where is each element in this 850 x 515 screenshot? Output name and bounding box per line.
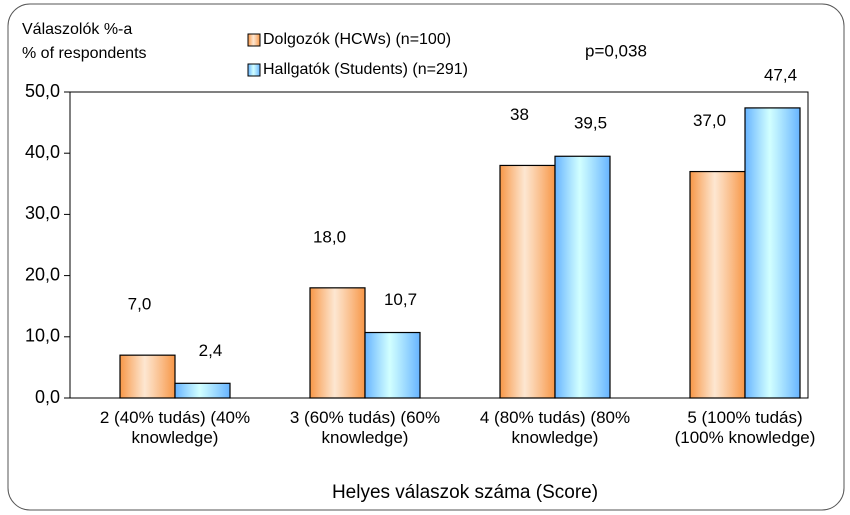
- y-axis-title: Válaszolók %-a % of respondents: [22, 21, 147, 62]
- annotation: p=0,038: [585, 41, 647, 60]
- bar: [554, 155, 611, 399]
- y-tick-label: 50,0: [25, 81, 60, 101]
- x-tick-label: 3 (60% tudás) (60% knowledge): [289, 408, 441, 447]
- legend-swatch: [247, 63, 261, 77]
- chart-frame: [7, 3, 845, 511]
- bar: [309, 287, 366, 399]
- x-tick-label: 2 (40% tudás) (40% knowledge): [99, 408, 251, 447]
- value-label: 37,0: [693, 111, 726, 130]
- x-tick-label: 5 (100% tudás) (100% knowledge): [674, 408, 816, 447]
- bar: [689, 170, 746, 399]
- bar: [364, 331, 421, 399]
- value-label: 7,0: [128, 295, 152, 314]
- x-axis-title: Helyes válaszok száma (Score): [332, 482, 598, 503]
- value-label: 39,5: [574, 114, 607, 133]
- bar: [174, 382, 231, 399]
- value-label: 10,7: [384, 290, 417, 309]
- y-tick-label: 30,0: [25, 203, 60, 223]
- plot-frame: [69, 91, 809, 399]
- bar: [499, 164, 556, 399]
- y-tick-label: 20,0: [25, 264, 60, 284]
- y-tick-label: 0,0: [35, 387, 60, 407]
- y-tick-label: 10,0: [25, 326, 60, 346]
- value-label: 38: [510, 105, 529, 124]
- value-label: 18,0: [313, 227, 346, 246]
- bar: [744, 107, 801, 399]
- value-label: 2,4: [199, 341, 223, 360]
- legend-swatch: [247, 33, 261, 47]
- legend-label: Dolgozók (HCWs) (n=100): [263, 31, 451, 48]
- value-label: 47,4: [764, 65, 797, 84]
- bar: [119, 354, 176, 399]
- legend-label: Hallgatók (Students) (n=291): [263, 61, 468, 78]
- x-tick-label: 4 (80% tudás) (80% knowledge): [479, 408, 631, 447]
- y-tick-label: 40,0: [25, 142, 60, 162]
